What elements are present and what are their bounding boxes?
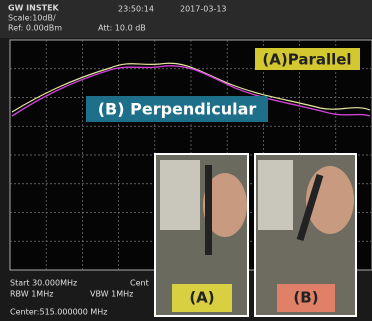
label-b: (B) Perpendicular	[98, 100, 257, 119]
center-freq: Center:515.000000 MHz	[10, 308, 108, 317]
center-short: Cent	[130, 279, 149, 288]
photo-label: (A)	[189, 289, 214, 307]
date: 2017-03-13	[180, 5, 227, 14]
screenshot: GW INSTEK 23:50:14 2017-03-13 Scale:10dB…	[0, 0, 372, 321]
vbw: VBW 1MHz	[90, 290, 133, 299]
rbw: RBW 1MHz	[10, 290, 53, 299]
attenuation: Att: 10.0 dB	[98, 24, 146, 33]
page: {"header": {"brand": "GW INSTEK", "time"…	[0, 0, 372, 321]
ref-level: Ref: 0.00dBm	[8, 24, 62, 33]
brand: GW INSTEK	[8, 4, 60, 13]
photo-label: (B)	[293, 289, 318, 307]
probe	[205, 165, 212, 255]
label-a: (A)Parallel	[262, 51, 351, 69]
photo-a: (A)	[155, 154, 248, 316]
device-panel	[160, 160, 200, 230]
device-panel	[258, 160, 293, 230]
photo-b: (B)	[255, 154, 356, 316]
start-freq: Start 30.000MHz	[10, 279, 77, 288]
time: 23:50:14	[118, 5, 154, 14]
scale: Scale:10dB/	[8, 14, 56, 23]
